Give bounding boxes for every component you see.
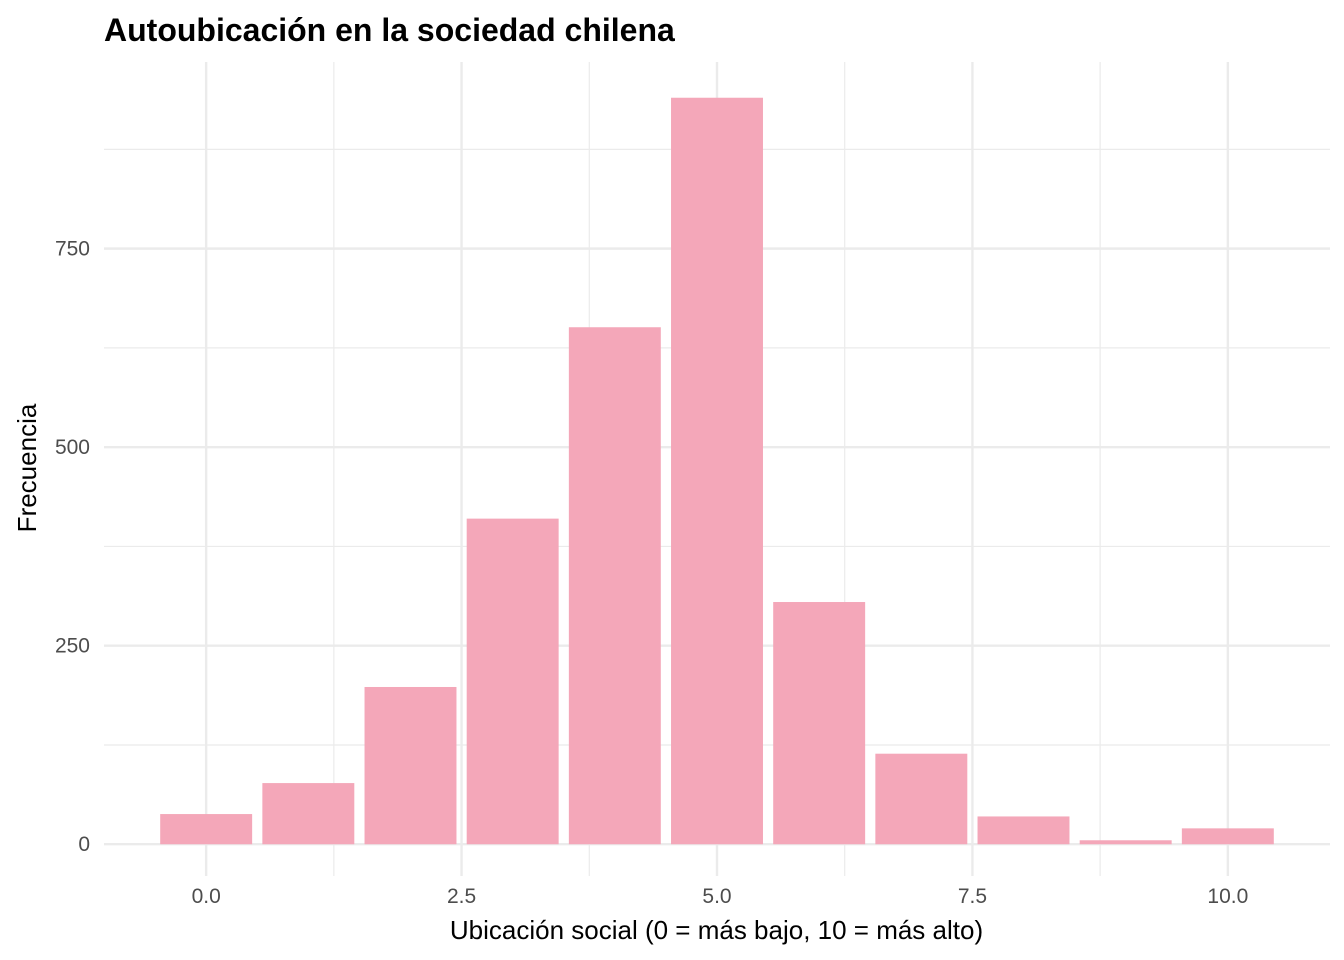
y-tick-label: 500 <box>55 436 90 459</box>
bar-3 <box>466 518 559 845</box>
bar-9 <box>1079 840 1172 845</box>
y-tick-label: 0 <box>78 833 90 856</box>
x-axis-ticks: 0.0 2.5 5.0 7.5 10.0 <box>192 885 1249 908</box>
x-tick-label: 0.0 <box>192 885 221 908</box>
bar-7 <box>875 753 968 845</box>
x-axis-title: Ubicación social (0 = más bajo, 10 = más… <box>450 915 983 945</box>
x-tick-label: 5.0 <box>702 885 731 908</box>
y-axis-ticks: 0 250 500 750 <box>55 238 90 857</box>
bar-6 <box>773 602 866 845</box>
bar-1 <box>262 783 355 845</box>
x-tick-label: 10.0 <box>1207 885 1248 908</box>
bar-0 <box>160 814 253 845</box>
y-tick-label: 250 <box>55 635 90 658</box>
bars <box>160 97 1274 845</box>
bar-4 <box>568 327 661 845</box>
bar-2 <box>364 686 457 845</box>
bar-10 <box>1181 828 1274 845</box>
x-tick-label: 7.5 <box>958 885 987 908</box>
y-axis-title: Frecuencia <box>12 403 42 532</box>
bar-5 <box>671 97 763 845</box>
x-tick-label: 2.5 <box>447 885 476 908</box>
y-tick-label: 750 <box>55 238 90 261</box>
chart-title: Autoubicación en la sociedad chilena <box>104 12 675 48</box>
bar-8 <box>977 816 1070 845</box>
